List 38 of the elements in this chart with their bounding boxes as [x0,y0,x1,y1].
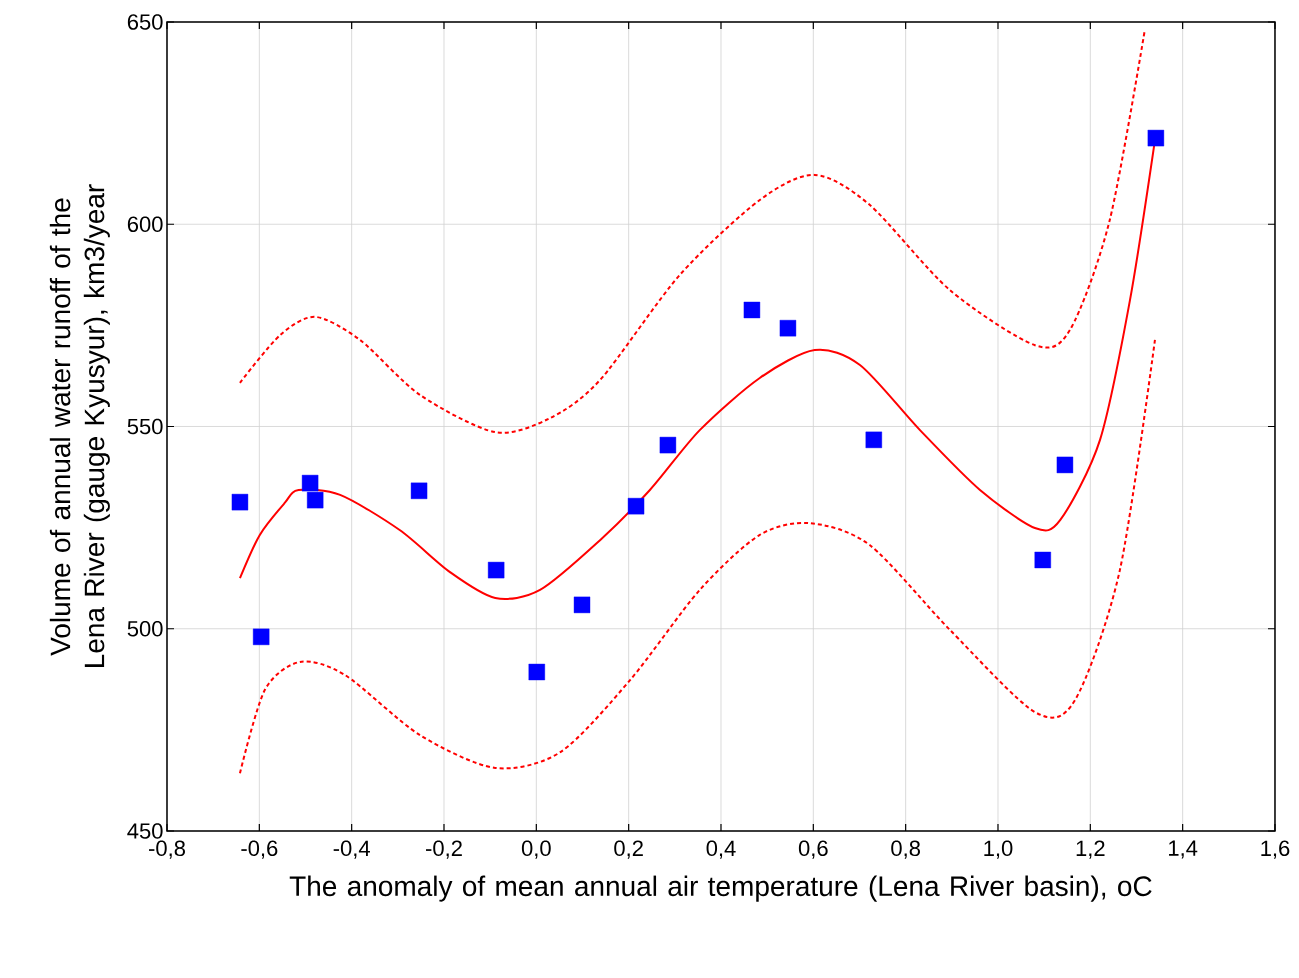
point [627,497,645,515]
x-tick-label: 0,4 [706,840,736,859]
point [659,436,677,454]
x-tick-label: 0,2 [614,840,643,859]
x-tick-label: -0,2 [426,840,462,859]
x-tick-label: -0,6 [241,840,278,859]
line-series [238,29,1146,434]
x-axis-title: The anomaly of mean annual air temperature (Lena River basin), oC [289,875,1152,902]
point [573,596,591,614]
point [487,561,505,579]
x-tick-label: 0,8 [891,840,920,859]
y-axis-title: Volume of annual water runoff of the Lena River (gauge Kyusyur), km3/year [49,184,110,667]
y-tick-label: 500 [127,620,163,637]
x-tick-label: 1,4 [1169,840,1198,859]
point [252,628,270,646]
point [301,474,319,492]
point [410,482,428,500]
x-tick-label: 1,2 [1076,840,1105,859]
point [1034,551,1051,569]
x-tick-label: 1,6 [1261,840,1290,859]
y-tick-label: 650 [127,14,163,30]
x-tick-label: 0,6 [798,840,828,859]
point [865,431,882,449]
x-tick-label: -0,8 [149,840,185,859]
point [1056,456,1074,474]
point [743,301,761,319]
y-tick-label: 450 [127,823,163,839]
x-tick-label: -0,4 [333,840,370,859]
x-tick-label: 0,0 [521,840,551,859]
point [528,663,545,681]
x-tick-label: 1,0 [984,840,1013,859]
point [306,491,324,509]
point [779,320,797,337]
y-tick-label: 550 [127,418,163,435]
y-tick-label: 600 [127,216,163,233]
line-series [238,338,1156,775]
point [231,493,249,511]
point [1147,129,1165,147]
